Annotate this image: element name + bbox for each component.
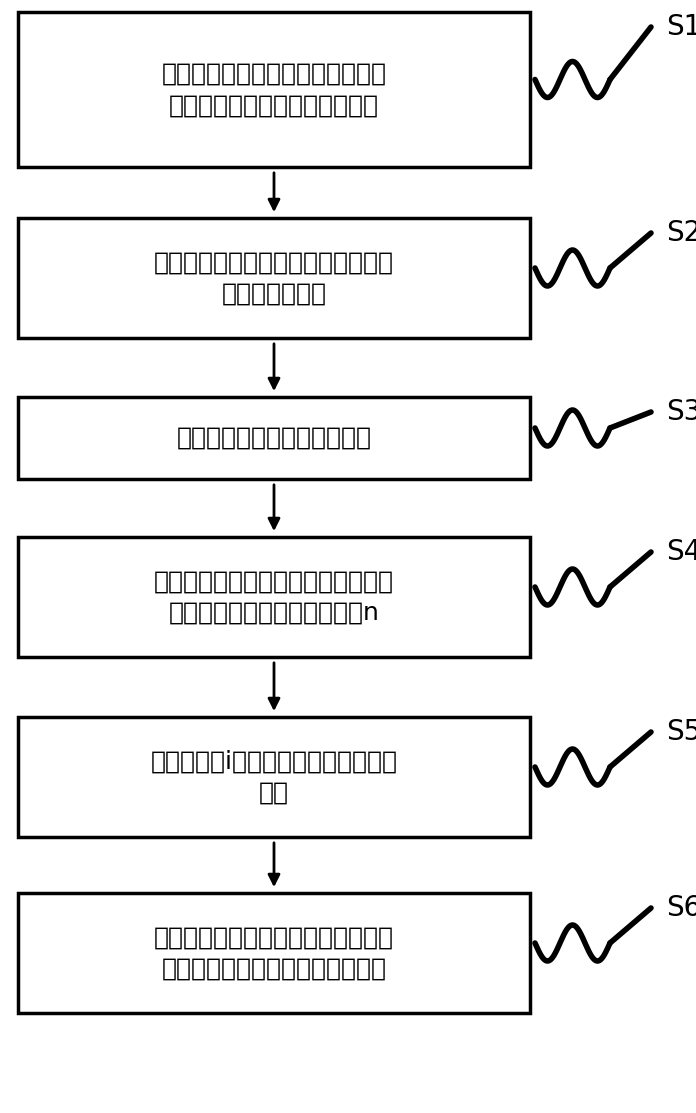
Text: 根据倒谱信号计算相应伪边距: 根据倒谱信号计算相应伪边距: [177, 426, 372, 450]
Bar: [18, 12, 530, 167]
Text: S5: S5: [666, 718, 696, 746]
Text: 采集滚动轴承运行时的时域振动信
号，并根据振动信号计算其倒谱: 采集滚动轴承运行时的时域振动信 号，并根据振动信号计算其倒谱: [161, 61, 386, 117]
Text: S3: S3: [666, 398, 696, 426]
Bar: [18, 893, 530, 1013]
Text: S6: S6: [666, 894, 696, 922]
Bar: [18, 218, 530, 338]
Text: 根据采集到的时域振动信号，计算其
时域内方差数值: 根据采集到的时域振动信号，计算其 时域内方差数值: [154, 250, 394, 306]
Bar: [18, 536, 530, 657]
Text: 计算并确定故障特征信号提取与诊断
伪边距标定值，用以区分故障信号: 计算并确定故障特征信号提取与诊断 伪边距标定值，用以区分故障信号: [154, 925, 394, 981]
Text: S4: S4: [666, 538, 696, 567]
Text: S2: S2: [666, 219, 696, 247]
Bar: [18, 717, 530, 837]
Text: S1: S1: [666, 13, 696, 41]
Text: 根据倒谱伪边距指标分布情况计算并
确定区分标准和区分空间维度n: 根据倒谱伪边距指标分布情况计算并 确定区分标准和区分空间维度n: [154, 569, 394, 624]
Text: 顺次提取第i维度区分空间中伪边距绝
对值: 顺次提取第i维度区分空间中伪边距绝 对值: [150, 749, 397, 805]
Bar: [18, 397, 530, 479]
